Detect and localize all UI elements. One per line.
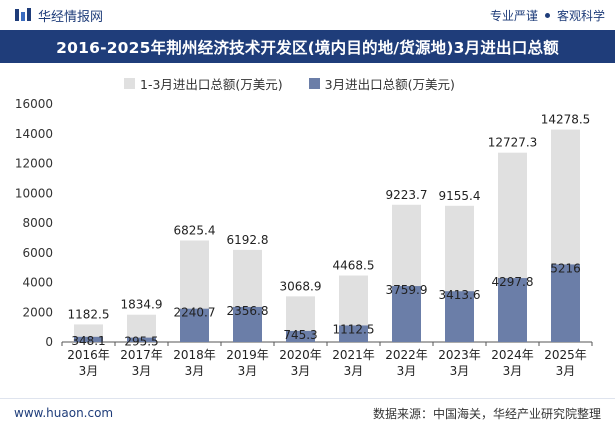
bar-series-2-7: [445, 291, 474, 342]
data-label-series-1-0: 1182.5: [68, 307, 110, 321]
x-tick-label-7: 2023年 3月: [438, 348, 481, 378]
footer-url: www.huaon.com: [14, 406, 114, 420]
data-label-series-1-3: 6192.8: [227, 233, 269, 247]
bar-series-2-9: [551, 264, 580, 342]
data-label-series-2-7: 3413.6: [439, 288, 481, 302]
x-tick-label-5: 2021年 3月: [332, 348, 375, 378]
y-tick-label-3: 6000: [22, 246, 53, 260]
data-label-series-2-1: 295.5: [124, 335, 158, 349]
tagline-left: 专业严谨: [489, 8, 538, 23]
bar-series-2-3: [233, 306, 262, 342]
footer-source: 数据来源：中国海关，华经产业研究院整理: [372, 406, 601, 421]
bar-chart: 0 2000 4000 6000 8000 10000 12000 14000 16000 118…: [15, 97, 593, 378]
x-tick-label-2: 2018年 3月: [173, 348, 216, 378]
data-label-series-1-5: 4468.5: [333, 259, 375, 273]
legend-swatch-series-2: [308, 78, 320, 89]
bar-series-2-4: [286, 330, 315, 342]
legend-label-series-1: 1-3月进出口总额(万美元): [140, 77, 283, 92]
chart-legend: 1-3月进出口总额(万美元) 3月进出口总额(万美元): [124, 74, 455, 93]
top-bar: 华经情报网 专业严谨 客观科学: [0, 0, 615, 30]
data-label-series-2-3: 2356.8: [227, 304, 269, 318]
data-label-series-1-4: 3068.9: [280, 279, 322, 293]
x-tick-label-8: 2024年 3月: [491, 348, 534, 378]
bar-series-2-5: [339, 325, 368, 342]
legend-item-series-1: 1-3月进出口总额(万美元): [124, 74, 283, 93]
data-label-series-2-6: 3759.9: [386, 283, 428, 297]
data-label-series-1-9: 14278.5: [541, 113, 591, 127]
bullet-icon: [544, 12, 550, 18]
y-tick-label-8: 16000: [15, 97, 53, 111]
brand-logo-icon: [15, 8, 31, 21]
y-tick-label-0: 0: [45, 335, 53, 349]
data-label-series-1-6: 9223.7: [386, 188, 428, 202]
y-tick-label-4: 8000: [22, 216, 53, 230]
tagline-right: 客观科学: [556, 8, 605, 23]
y-tick-label-2: 4000: [22, 276, 53, 290]
x-tick-label-1: 2017年 3月: [120, 348, 163, 378]
tagline: 专业严谨 客观科学: [490, 7, 605, 24]
data-label-series-1-8: 12727.3: [488, 136, 538, 150]
data-label-series-2-4: 745.3: [283, 328, 317, 342]
legend-swatch-series-1: [124, 78, 135, 89]
data-label-series-2-2: 2240.7: [174, 306, 216, 320]
bar-series-2-8: [498, 278, 527, 342]
footer: www.huaon.com 数据来源：中国海关，华经产业研究院整理: [0, 398, 615, 427]
y-tick-label-7: 14000: [15, 127, 53, 141]
data-label-series-2-5: 1112.5: [333, 322, 375, 336]
data-label-series-1-2: 6825.4: [174, 223, 216, 237]
data-label-series-2-9: 5216: [550, 261, 581, 275]
bar-series-1-1: [127, 314, 156, 342]
legend-item-series-2: 3月进出口总额(万美元): [308, 74, 455, 93]
x-tick-label-9: 2025年 3月: [544, 348, 587, 378]
chart-title-bar: 2016-2025年荆州经济技术开发区(境内目的地/货源地)3月进出口总额: [0, 30, 615, 63]
data-label-series-2-0: 348.1: [71, 334, 105, 348]
brand-name: 华经情报网: [38, 9, 104, 25]
legend-label-series-2: 3月进出口总额(万美元): [324, 77, 455, 92]
x-tick-label-3: 2019年 3月: [226, 348, 269, 378]
data-label-series-2-8: 4297.8: [492, 275, 534, 289]
chart-title: 2016-2025年荆州经济技术开发区(境内目的地/货源地)3月进出口总额: [56, 38, 559, 57]
y-tick-label-6: 12000: [15, 157, 53, 171]
y-tick-label-1: 2000: [22, 305, 53, 319]
x-tick-label-6: 2022年 3月: [385, 348, 428, 378]
data-label-series-1-7: 9155.4: [439, 189, 481, 203]
bar-series-2-0: [74, 336, 103, 342]
x-tick-label-4: 2020年 3月: [279, 348, 322, 378]
bar-series-2-2: [180, 308, 209, 342]
brand: 华经情报网: [14, 6, 103, 25]
x-tick-label-0: 2016年 3月: [67, 348, 110, 378]
y-tick-label-5: 10000: [15, 186, 53, 200]
bar-series-2-6: [392, 286, 421, 342]
data-label-series-1-1: 1834.9: [121, 298, 163, 312]
bar-series-2-1: [127, 337, 156, 342]
